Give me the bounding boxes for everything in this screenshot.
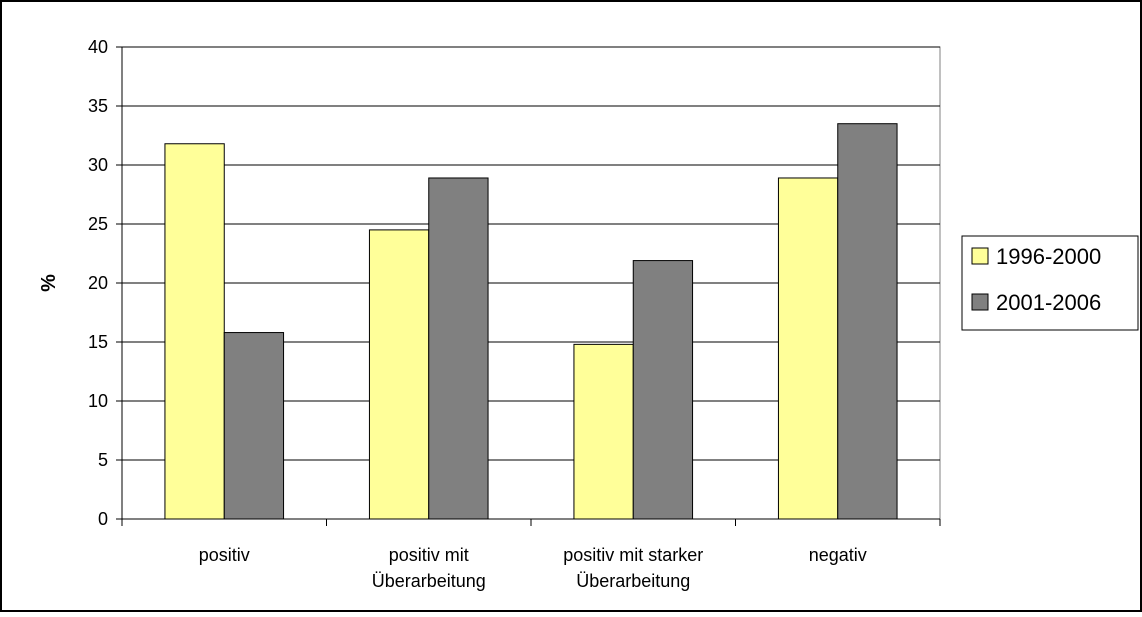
legend-label: 2001-2006: [996, 290, 1101, 315]
bar-2001-2006-0: [223, 332, 285, 520]
legend-swatch: [971, 293, 989, 311]
legend-swatch: [971, 247, 989, 265]
axes: [116, 46, 941, 526]
legend-label: 1996-2000: [996, 244, 1101, 269]
y-axis-title: %: [38, 274, 60, 292]
legend-box: [961, 235, 1139, 331]
y-tick-label: 40: [88, 37, 108, 57]
bar-2001-2006-2: [632, 260, 694, 520]
bar-2001-2006-1: [428, 177, 489, 520]
x-category-labels: positiv positiv mit Überarbeitung positiv m…: [199, 545, 867, 591]
y-tick-label: 5: [98, 450, 108, 470]
y-tick-label: 10: [88, 391, 108, 411]
legend: 1996-2000 2001-2006: [961, 235, 1139, 331]
bar-1996-2000-2: [573, 343, 634, 520]
bar-1996-2000-3: [777, 177, 839, 520]
bar-1996-2000-0: [164, 143, 225, 520]
y-tick-label: 15: [88, 332, 108, 352]
x-category-label: positiv: [199, 545, 250, 565]
bar-2001-2006-3: [837, 123, 898, 520]
y-tick-label: 25: [88, 214, 108, 234]
y-tick-label: 20: [88, 273, 108, 293]
x-category-label: positiv mit Überarbeitung: [372, 545, 486, 591]
y-tick-labels: 0 5 10 15 20 25 30 35 40: [88, 37, 108, 529]
bar-1996-2000-1: [368, 229, 430, 520]
x-category-label: positiv mit starker Überarbeitung: [563, 545, 703, 591]
x-category-label: negativ: [809, 545, 867, 565]
y-tick-label: 0: [98, 509, 108, 529]
y-tick-label: 35: [88, 96, 108, 116]
bars: [164, 123, 898, 520]
y-tick-label: 30: [88, 155, 108, 175]
legend-items: 1996-2000 2001-2006: [971, 244, 1101, 315]
